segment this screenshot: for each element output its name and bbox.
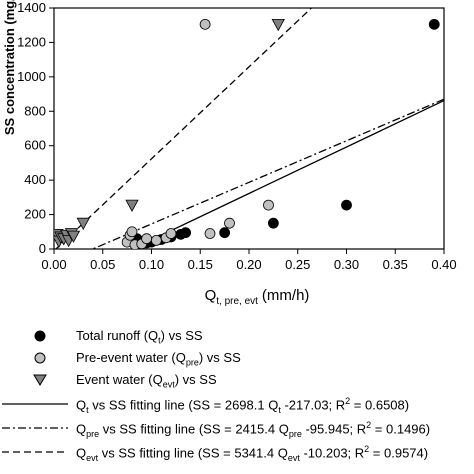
data-points [54,18,440,249]
data-point [428,18,440,30]
legend-label-fit-t: Qt vs SS fitting line (SS = 2698.1 Qt -2… [76,396,410,415]
x-tick-label: 0.25 [285,257,310,272]
y-tick-label: 400 [24,172,46,187]
legend-item-fit-pre: Qpre vs SS fitting line (SS = 2415.4 Qpr… [0,418,474,440]
legend-label-event-water: Event water (Qevt) vs SS [76,372,217,390]
y-tick-label: 0 [39,241,46,256]
x-tick-label: 0.20 [236,257,261,272]
x-tick-label: 0.05 [90,257,115,272]
data-point [125,199,139,212]
data-point [199,18,211,30]
data-point [341,199,352,211]
dashdot-line-icon [2,427,68,429]
x-tick-label: 0.40 [431,257,456,272]
solid-line-icon [2,403,68,405]
data-point [271,18,285,32]
legend-item-pre-event: Pre-event water (Qpre) vs SS [0,348,474,370]
data-point [76,217,90,231]
x-tick-label: 0.10 [139,257,164,272]
legend-item-fit-t: Qt vs SS fitting line (SS = 2698.1 Qt -2… [0,394,474,416]
legend-item-fit-evt: Qevt vs SS fitting line (SS = 5341.4 Qev… [0,442,474,464]
black-circle-icon [34,330,46,342]
data-point [180,227,192,239]
x-tick-label: 0.35 [383,257,408,272]
y-tick-label: 1000 [17,69,46,84]
legend-item-total-runoff: Total runoff (Qt) vs SS [0,326,474,348]
legend-item-event-water: Event water (Qevt) vs SS [0,370,474,392]
x-tick-label: 0.00 [41,257,66,272]
data-point [267,217,279,229]
fit-line [91,98,444,249]
plot-area: 0 200 400 600 800 1000 1200 1400 0.00 0.05 0.10 0.1… [17,0,457,272]
legend: Total runoff (Qt) vs SS Pre-event water … [0,314,474,474]
y-tick-label: 1400 [17,0,46,15]
data-point [219,227,231,239]
legend-label-fit-pre: Qpre vs SS fitting line (SS = 2415.4 Qpr… [76,420,431,439]
x-tick-label: 0.15 [188,257,213,272]
x-axis-label: Qt, pre, evt (mm/h) [205,287,310,307]
y-tick-label: 800 [24,103,46,118]
y-axis-label: SS concentration (mg/L) [2,0,17,135]
data-point [165,228,177,239]
scatter-chart: SS concentration (mg/L) 0 200 400 600 800 100… [2,0,457,307]
grey-circle-icon [34,352,46,364]
fit-line [130,99,444,249]
legend-label-fit-evt: Qevt vs SS fitting line (SS = 5341.4 Qev… [76,444,429,463]
dashed-line-icon [2,451,68,453]
data-point [204,228,216,239]
data-point [141,233,153,245]
data-point [150,234,162,246]
y-tick-label: 600 [24,138,46,153]
y-tick-label: 1200 [17,34,46,49]
y-tick-label: 200 [24,207,46,222]
fit-line [54,8,313,249]
legend-label-pre-event: Pre-event water (Qpre) vs SS [76,350,241,368]
data-point [126,226,138,238]
triangle-down-icon [33,374,47,386]
data-point [66,230,81,243]
fit-lines [54,8,444,249]
data-point [224,217,235,229]
data-point [263,199,274,211]
x-tick-label: 0.30 [334,257,359,272]
legend-label-total-runoff: Total runoff (Qt) vs SS [76,328,203,346]
